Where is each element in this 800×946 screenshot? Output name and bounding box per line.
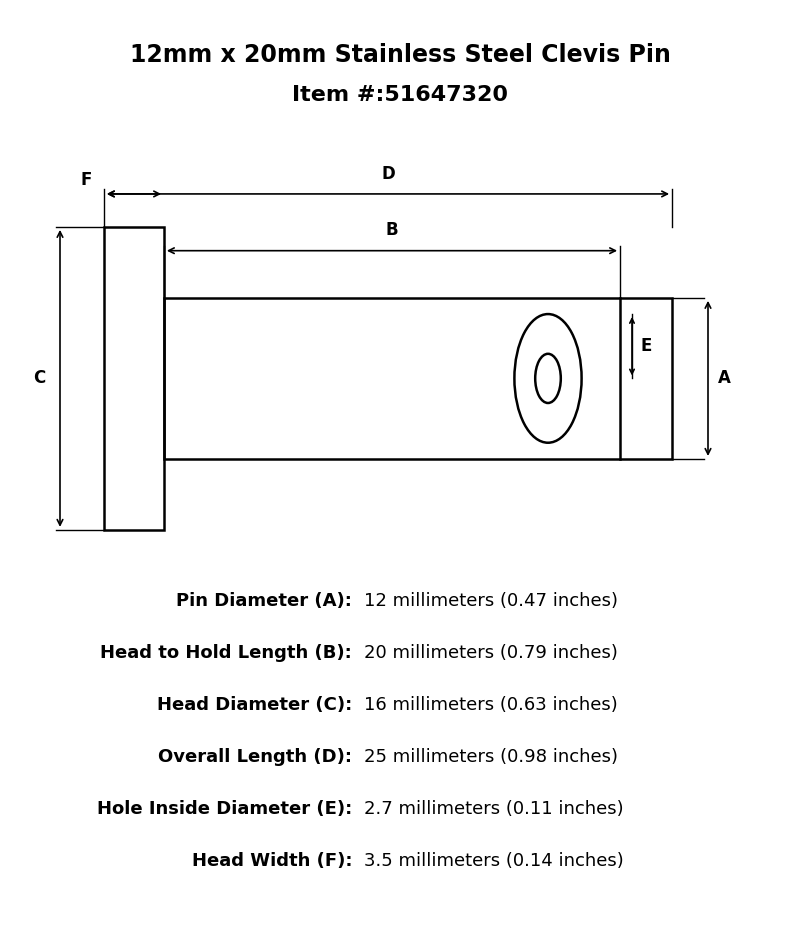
Text: Head to Hold Length (B):: Head to Hold Length (B):	[100, 643, 352, 662]
Text: 12 millimeters (0.47 inches): 12 millimeters (0.47 inches)	[364, 591, 618, 610]
Text: Head Diameter (C):: Head Diameter (C):	[157, 695, 352, 714]
Text: D: D	[381, 165, 395, 183]
Text: Pin Diameter (A):: Pin Diameter (A):	[176, 591, 352, 610]
Text: Head Width (F):: Head Width (F):	[191, 851, 352, 870]
Text: Overall Length (D):: Overall Length (D):	[158, 747, 352, 766]
Text: F: F	[81, 171, 92, 189]
Text: 12mm x 20mm Stainless Steel Clevis Pin: 12mm x 20mm Stainless Steel Clevis Pin	[130, 43, 670, 66]
Text: E: E	[640, 337, 651, 356]
Text: B: B	[386, 221, 398, 239]
Text: 25 millimeters (0.98 inches): 25 millimeters (0.98 inches)	[364, 747, 618, 766]
Text: 20 millimeters (0.79 inches): 20 millimeters (0.79 inches)	[364, 643, 618, 662]
Text: 2.7 millimeters (0.11 inches): 2.7 millimeters (0.11 inches)	[364, 799, 624, 818]
Text: Item #:51647320: Item #:51647320	[292, 85, 508, 105]
Text: C: C	[34, 369, 46, 388]
Text: A: A	[718, 369, 730, 388]
Text: 16 millimeters (0.63 inches): 16 millimeters (0.63 inches)	[364, 695, 618, 714]
Text: Hole Inside Diameter (E):: Hole Inside Diameter (E):	[97, 799, 352, 818]
Text: 3.5 millimeters (0.14 inches): 3.5 millimeters (0.14 inches)	[364, 851, 624, 870]
